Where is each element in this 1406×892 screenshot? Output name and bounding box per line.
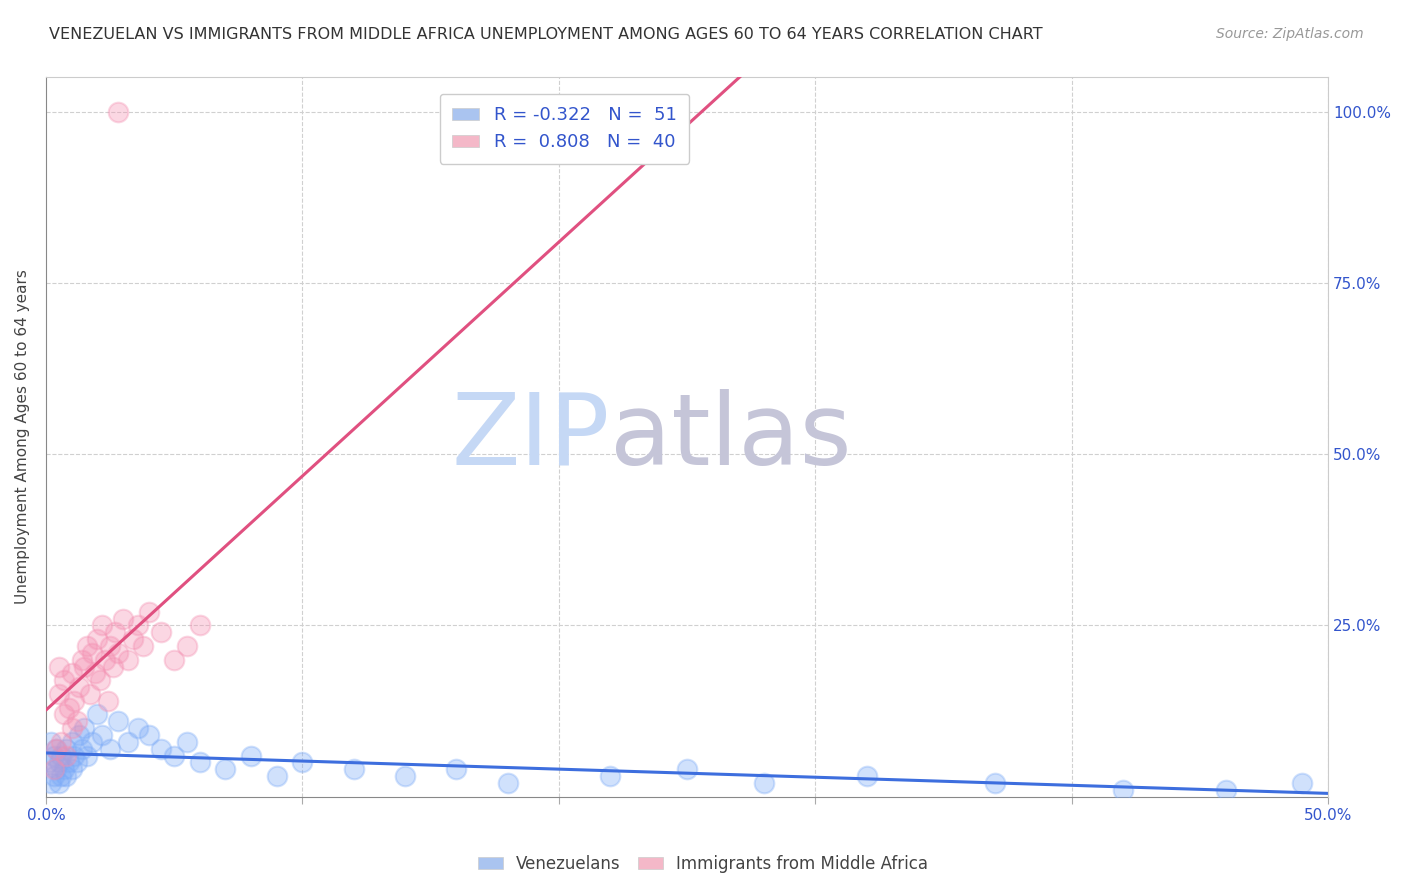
Point xyxy=(58,756,80,770)
Point xyxy=(138,605,160,619)
Point xyxy=(94,653,117,667)
Point xyxy=(42,748,65,763)
Point xyxy=(76,639,98,653)
Point xyxy=(83,666,105,681)
Point xyxy=(38,756,60,770)
Point xyxy=(446,762,468,776)
Point xyxy=(132,639,155,653)
Y-axis label: Unemployment Among Ages 60 to 64 years: Unemployment Among Ages 60 to 64 years xyxy=(15,269,30,605)
Point xyxy=(117,653,139,667)
Point xyxy=(39,776,62,790)
Point xyxy=(45,741,67,756)
Point xyxy=(752,776,775,790)
Point xyxy=(89,673,111,688)
Point xyxy=(101,659,124,673)
Point xyxy=(73,721,96,735)
Point xyxy=(67,728,90,742)
Point xyxy=(91,728,114,742)
Point xyxy=(73,659,96,673)
Point xyxy=(48,756,70,770)
Point xyxy=(51,735,73,749)
Point xyxy=(70,653,93,667)
Point xyxy=(55,741,77,756)
Point xyxy=(96,694,118,708)
Point xyxy=(122,632,145,647)
Point xyxy=(1112,782,1135,797)
Point xyxy=(51,769,73,783)
Point xyxy=(1215,782,1237,797)
Point xyxy=(52,762,75,776)
Point xyxy=(63,748,86,763)
Point xyxy=(107,104,129,119)
Point xyxy=(48,687,70,701)
Point xyxy=(98,741,121,756)
Point xyxy=(111,611,134,625)
Legend: Venezuelans, Immigrants from Middle Africa: Venezuelans, Immigrants from Middle Afri… xyxy=(471,848,935,880)
Point xyxy=(86,632,108,647)
Point xyxy=(91,618,114,632)
Point xyxy=(45,741,67,756)
Point xyxy=(104,625,127,640)
Point xyxy=(496,776,519,790)
Point xyxy=(240,748,263,763)
Point xyxy=(599,769,621,783)
Point xyxy=(42,762,65,776)
Point xyxy=(107,714,129,729)
Point xyxy=(676,762,699,776)
Point xyxy=(82,646,104,660)
Point xyxy=(138,728,160,742)
Text: VENEZUELAN VS IMMIGRANTS FROM MIDDLE AFRICA UNEMPLOYMENT AMONG AGES 60 TO 64 YEA: VENEZUELAN VS IMMIGRANTS FROM MIDDLE AFR… xyxy=(49,27,1043,42)
Point xyxy=(266,769,288,783)
Point xyxy=(55,769,77,783)
Text: Source: ZipAtlas.com: Source: ZipAtlas.com xyxy=(1216,27,1364,41)
Point xyxy=(98,639,121,653)
Point xyxy=(76,748,98,763)
Text: ZIP: ZIP xyxy=(451,389,610,485)
Point xyxy=(117,735,139,749)
Text: atlas: atlas xyxy=(610,389,852,485)
Point xyxy=(60,735,83,749)
Point xyxy=(188,618,211,632)
Point xyxy=(67,680,90,694)
Point xyxy=(63,694,86,708)
Point xyxy=(107,646,129,660)
Point xyxy=(60,762,83,776)
Point xyxy=(39,735,62,749)
Point xyxy=(66,714,89,729)
Point xyxy=(984,776,1007,790)
Point xyxy=(1291,776,1313,790)
Point xyxy=(79,687,101,701)
Point xyxy=(48,776,70,790)
Point xyxy=(45,762,67,776)
Point xyxy=(55,748,77,763)
Point xyxy=(58,700,80,714)
Point xyxy=(86,707,108,722)
Point xyxy=(52,707,75,722)
Point xyxy=(176,639,198,653)
Point xyxy=(42,769,65,783)
Point xyxy=(52,673,75,688)
Point xyxy=(127,618,149,632)
Point xyxy=(48,659,70,673)
Point xyxy=(163,748,186,763)
Point xyxy=(150,741,173,756)
Point xyxy=(291,756,314,770)
Point xyxy=(188,756,211,770)
Point xyxy=(343,762,366,776)
Point xyxy=(60,666,83,681)
Point xyxy=(51,748,73,763)
Point xyxy=(150,625,173,640)
Point xyxy=(82,735,104,749)
Point xyxy=(855,769,877,783)
Point xyxy=(127,721,149,735)
Point xyxy=(176,735,198,749)
Point xyxy=(394,769,416,783)
Point xyxy=(70,741,93,756)
Point xyxy=(66,756,89,770)
Point xyxy=(214,762,236,776)
Legend: R = -0.322   N =  51, R =  0.808   N =  40: R = -0.322 N = 51, R = 0.808 N = 40 xyxy=(440,94,689,164)
Point xyxy=(60,721,83,735)
Point xyxy=(163,653,186,667)
